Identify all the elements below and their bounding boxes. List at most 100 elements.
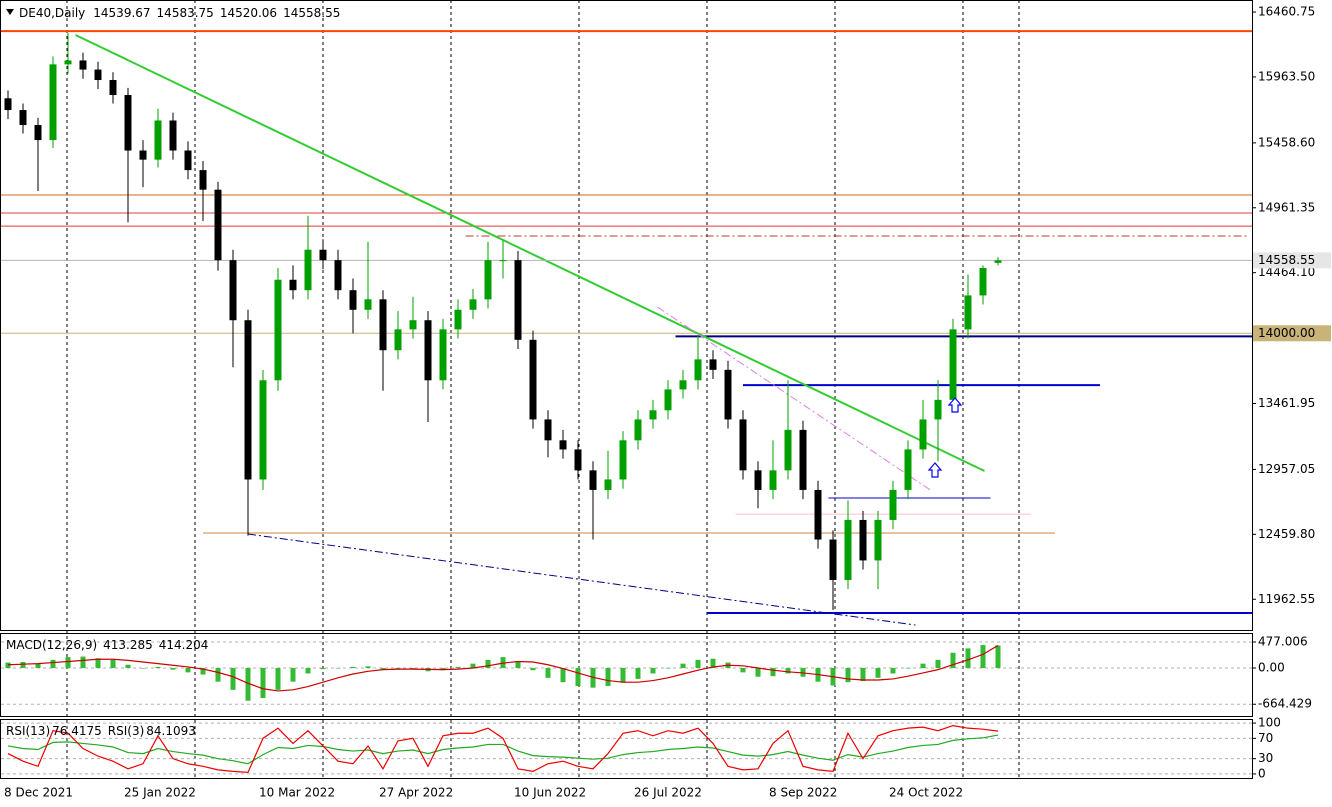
- histogram-bar: [950, 652, 956, 669]
- histogram-bar: [995, 645, 1001, 669]
- histogram-bar: [365, 666, 371, 669]
- series-line: [7, 724, 999, 774]
- histogram-bar: [200, 668, 206, 675]
- candle-body: [619, 440, 627, 480]
- histogram-bar: [275, 668, 281, 690]
- candle-body: [184, 150, 192, 171]
- x-tick-label: 27 Apr 2022: [379, 786, 453, 800]
- y-tick-label: 30: [1258, 751, 1273, 765]
- candle-body: [559, 440, 567, 450]
- histogram-bar: [125, 664, 131, 669]
- macd-value: 413.285: [103, 638, 153, 652]
- candle-body: [754, 470, 762, 490]
- up-arrow: [927, 462, 943, 478]
- histogram-bar: [530, 668, 536, 671]
- plot: 16460.75 15963.50 15458.60 14961.35 14464.10…: [1, 5, 1331, 800]
- candle-body: [214, 189, 222, 261]
- rsi-header: RSI(13) 76.4175 RSI(3) 84.1093: [6, 724, 196, 738]
- candle-body: [319, 249, 327, 261]
- candle-body: [934, 399, 942, 420]
- level-tag-label: 14000.00: [1258, 326, 1315, 340]
- histogram-bar: [230, 668, 236, 690]
- candle-body: [154, 120, 162, 160]
- candle-body: [169, 120, 177, 151]
- histogram-bar: [185, 668, 191, 673]
- level-tag: [1253, 325, 1331, 342]
- candle-body: [919, 419, 927, 450]
- candle-body: [529, 339, 537, 420]
- candle-body: [544, 419, 552, 441]
- candle-body: [394, 329, 402, 351]
- candle-body: [229, 260, 237, 321]
- candle-body: [409, 320, 417, 330]
- histogram-bar: [155, 666, 161, 669]
- candle-body: [514, 260, 522, 340]
- menu-triangle: [6, 9, 14, 15]
- candle-body: [4, 98, 12, 111]
- histogram-bar: [665, 668, 671, 669]
- histogram-bar: [305, 668, 311, 674]
- candle-body: [964, 295, 972, 330]
- candle-body: [139, 150, 147, 160]
- x-tick-label: 8 Dec 2021: [4, 786, 73, 800]
- histogram-bar: [335, 668, 341, 669]
- histogram-bar: [95, 658, 101, 669]
- candle-body: [469, 299, 477, 310]
- histogram-bar: [740, 668, 746, 673]
- candle-body: [424, 320, 432, 381]
- candle-body: [664, 389, 672, 411]
- candle-body: [829, 539, 837, 581]
- histogram-bar: [875, 668, 881, 678]
- histogram-bar: [35, 663, 41, 669]
- candle-body: [19, 110, 27, 126]
- histogram-bar: [560, 668, 566, 683]
- high: 14583.75: [157, 6, 214, 20]
- candle-body: [694, 359, 702, 381]
- y-tick-label: 14961.35: [1258, 200, 1315, 214]
- histogram-bar: [635, 668, 641, 679]
- x-tick-label: 10 Mar 2022: [259, 786, 335, 800]
- y-tick-label: 13461.95: [1258, 396, 1315, 410]
- y-tick-label: 0.00: [1258, 661, 1285, 675]
- histogram-bar: [80, 656, 86, 669]
- histogram-bar: [680, 663, 686, 669]
- arrows: [927, 397, 963, 478]
- trendline: [247, 533, 916, 626]
- histogram-bar: [485, 659, 491, 669]
- rsi13-name: RSI(13): [6, 724, 50, 738]
- y-tick-label: 70: [1258, 731, 1273, 745]
- candle-body: [124, 95, 132, 151]
- candle-body: [79, 60, 87, 70]
- y-tick-label: 12957.05: [1258, 462, 1315, 476]
- candle-body: [34, 125, 42, 141]
- y-tick-label: 11962.55: [1258, 592, 1315, 606]
- trendline: [657, 306, 931, 491]
- histogram-bar: [50, 659, 56, 669]
- candle-body: [244, 320, 252, 480]
- candle-body: [814, 489, 822, 540]
- rsi3-name: RSI(3): [108, 724, 145, 738]
- histogram-bar: [980, 645, 986, 669]
- histogram-bar: [695, 659, 701, 669]
- histogram-bar: [65, 657, 71, 669]
- histogram-bar: [890, 668, 896, 674]
- histogram-bar: [515, 661, 521, 669]
- candle-body: [679, 380, 687, 390]
- x-tick-label: 24 Oct 2022: [889, 786, 963, 800]
- candle-body: [844, 519, 852, 581]
- candle-body: [604, 479, 612, 490]
- histogram-bar: [215, 668, 221, 682]
- histogram-bar: [860, 668, 866, 682]
- candle-body: [274, 279, 282, 381]
- candle-body: [289, 279, 297, 291]
- histogram-bar: [410, 668, 416, 669]
- histogram-bar: [140, 668, 146, 669]
- y-tick-label: 16460.75: [1258, 5, 1315, 19]
- candle-body: [739, 419, 747, 471]
- candle-body: [49, 64, 57, 141]
- x-tick-label: 26 Jul 2022: [634, 786, 702, 800]
- macd-frame: [0, 633, 1253, 717]
- histogram-bar: [620, 668, 626, 683]
- histogram-bar: [170, 668, 176, 670]
- x-tick-label: 25 Jan 2022: [124, 786, 196, 800]
